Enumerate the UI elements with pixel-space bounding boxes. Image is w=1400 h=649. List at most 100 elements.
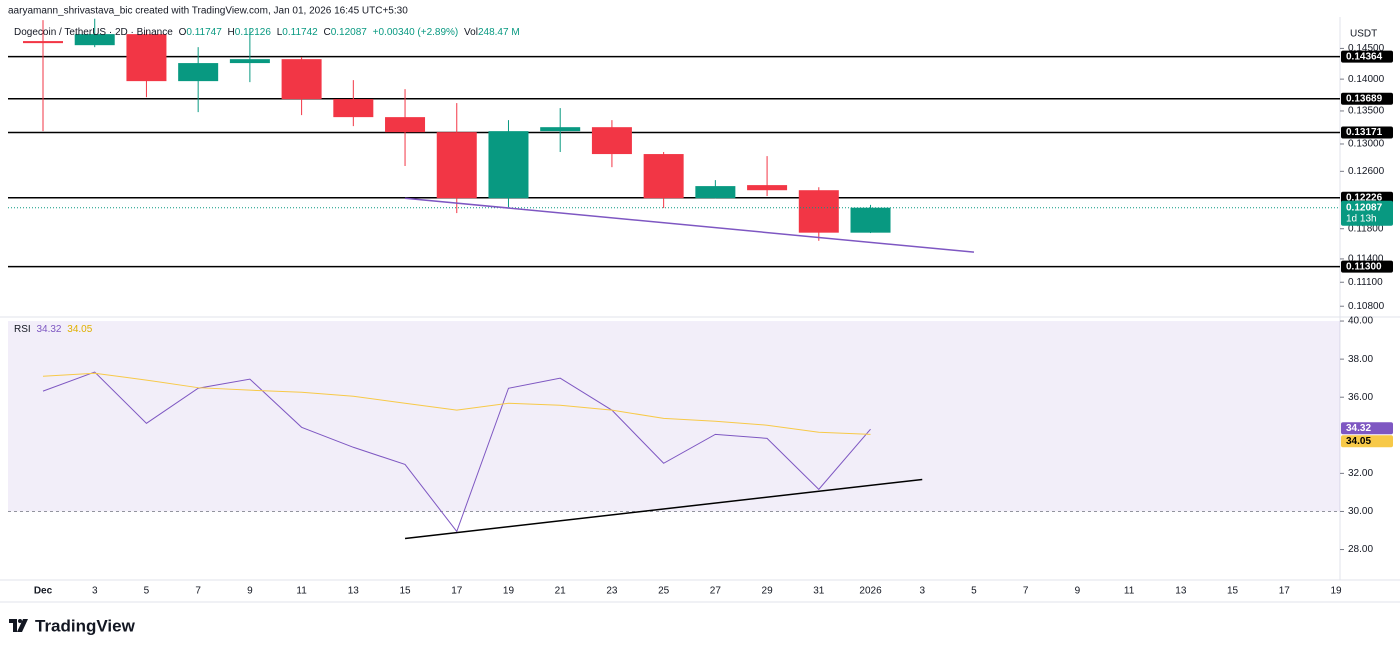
x-tick-label: 17 — [1279, 586, 1291, 597]
x-tick-label: 2026 — [859, 586, 882, 597]
y-tick-label: 0.13000 — [1348, 139, 1385, 150]
change: +0.00340 (+2.89%) — [373, 27, 459, 38]
candle-body — [385, 117, 426, 133]
x-tick-label: 3 — [92, 586, 98, 597]
y-tick-label: 0.14000 — [1348, 74, 1385, 85]
candle-body — [23, 41, 63, 44]
low-value: 0.11742 — [282, 27, 318, 38]
rsi-y-tick-label: 30.00 — [1348, 506, 1373, 517]
candle-body — [126, 34, 167, 82]
rsi-ma-tag-bg — [1341, 435, 1393, 448]
x-tick-label: 9 — [1075, 586, 1081, 597]
rsi-value: 34.32 — [36, 324, 61, 335]
rsi-tag-bg — [1341, 422, 1393, 435]
x-tick-label: 15 — [1227, 586, 1239, 597]
candle-body — [488, 131, 529, 199]
rsi-y-tick-label: 28.00 — [1348, 544, 1373, 555]
x-tick-label: 9 — [247, 586, 253, 597]
x-tick-label: 31 — [813, 586, 825, 597]
level-label-bg — [1341, 126, 1393, 139]
candle-body — [229, 59, 270, 64]
y-tick-label: 0.11100 — [1348, 277, 1383, 288]
level-label-bg — [1341, 260, 1393, 273]
header: aaryamann_shrivastava_bic created with T… — [8, 6, 408, 17]
candle-body — [798, 190, 839, 233]
rsi-band — [8, 321, 1340, 512]
open-value: 0.11747 — [186, 27, 222, 38]
rsi-y-tick-label: 38.00 — [1348, 354, 1373, 365]
level-label: 0.13689 — [1346, 93, 1383, 104]
currency: USDT — [1350, 29, 1377, 40]
candle-body — [281, 59, 322, 100]
level-label-bg — [1341, 191, 1393, 204]
legend: Dogecoin / TetherUS · 2D · Binance O0.11… — [14, 27, 520, 38]
high-value: 0.12126 — [235, 27, 272, 38]
y-tick-label: 0.11400 — [1348, 254, 1384, 265]
trendline — [404, 478, 923, 540]
rsi-legend: RSI 34.32 34.05 — [14, 324, 93, 335]
y-tick-label: 0.13500 — [1348, 106, 1385, 117]
ohlc-label: H — [228, 27, 235, 38]
rsi-line — [42, 372, 871, 435]
level-label: 0.13171 — [1346, 127, 1383, 138]
rsi-y-tick-label: 36.00 — [1348, 392, 1373, 403]
countdown: 1d 13h — [1346, 213, 1377, 224]
brand-logo — [9, 619, 28, 632]
rsi-ma-value: 34.05 — [67, 324, 92, 335]
x-tick-label: 11 — [1124, 586, 1135, 597]
x-tick-label: 27 — [710, 586, 722, 597]
price-tag-bg — [1341, 200, 1393, 226]
x-tick-label: 29 — [762, 586, 774, 597]
symbol: Dogecoin / TetherUS · 2D · Binance — [14, 27, 173, 38]
x-tick-label: 5 — [971, 586, 977, 597]
x-tick-label: 13 — [1175, 586, 1187, 597]
x-tick-label: 11 — [296, 586, 307, 597]
rsi-ma-tag: 34.05 — [1346, 436, 1371, 447]
price-tag: 0.12087 — [1346, 202, 1383, 213]
x-tick-label: 3 — [919, 586, 925, 597]
x-tick-label: 7 — [195, 586, 201, 597]
x-tick-label: 19 — [503, 586, 515, 597]
y-tick-label: 0.14500 — [1348, 43, 1385, 54]
x-tick-label: 17 — [451, 586, 463, 597]
x-tick-label: 15 — [399, 586, 411, 597]
x-tick-label: 25 — [658, 586, 670, 597]
rsi-y-tick-label: 32.00 — [1348, 468, 1373, 479]
x-tick-label: 5 — [144, 586, 150, 597]
candle-body — [695, 186, 736, 199]
candle-body — [178, 63, 219, 82]
rsi-title: RSI — [14, 324, 31, 335]
brand: TradingView — [35, 616, 136, 635]
level-label-bg — [1341, 50, 1393, 63]
ohlc-label: O — [179, 27, 187, 38]
candle-body — [436, 132, 477, 199]
y-tick-label: 0.10800 — [1348, 301, 1385, 312]
trendline — [404, 197, 975, 253]
candle-body — [333, 99, 374, 118]
x-tick-label: 13 — [348, 586, 360, 597]
y-tick-label: 0.11800 — [1348, 223, 1384, 234]
candle-body — [591, 127, 632, 155]
level-label-bg — [1341, 92, 1393, 105]
volume: 248.47 M — [478, 27, 520, 38]
candle-body — [74, 34, 115, 46]
candle-body — [747, 185, 788, 191]
y-tick-label: 0.12600 — [1348, 166, 1385, 177]
candle-body — [540, 127, 581, 132]
x-tick-label: Dec — [34, 586, 53, 597]
candle-body — [850, 207, 891, 233]
x-tick-label: 23 — [606, 586, 618, 597]
rsi-tag: 34.32 — [1346, 423, 1371, 434]
level-label: 0.14364 — [1346, 51, 1383, 62]
rsi-y-tick-label: 40.00 — [1348, 316, 1373, 327]
volume-label: Vol — [464, 27, 478, 38]
ohlc-label: C — [323, 27, 330, 38]
candle-body — [643, 154, 684, 199]
x-tick-label: 19 — [1330, 586, 1342, 597]
close-value: 0.12087 — [331, 27, 368, 38]
ohlc-label: L — [277, 27, 283, 38]
level-label: 0.11300 — [1346, 261, 1382, 272]
layers: 0.14500 0.14000 0.13500 0.13000 0.12600 0.118… — [0, 17, 1400, 603]
